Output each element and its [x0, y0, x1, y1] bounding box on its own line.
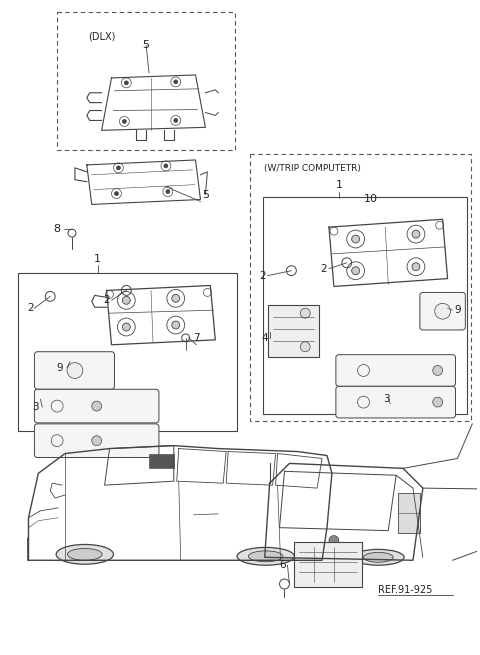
Circle shape [352, 267, 360, 274]
Circle shape [300, 309, 310, 318]
Circle shape [164, 164, 168, 168]
Bar [263, 196, 468, 414]
Bar [57, 12, 235, 150]
Text: 10: 10 [363, 195, 377, 204]
Text: REF.91-925: REF.91-925 [378, 585, 433, 595]
Text: 2: 2 [321, 264, 327, 274]
Circle shape [122, 296, 130, 305]
FancyBboxPatch shape [35, 352, 114, 389]
Text: 3: 3 [383, 394, 390, 404]
FancyBboxPatch shape [420, 292, 466, 330]
Circle shape [352, 235, 360, 243]
Circle shape [329, 536, 339, 546]
Circle shape [122, 119, 126, 123]
Circle shape [67, 363, 83, 379]
Ellipse shape [353, 550, 404, 565]
Text: 1: 1 [94, 253, 101, 264]
Bar [18, 272, 237, 431]
Text: 2: 2 [27, 303, 34, 313]
Text: (DLX): (DLX) [88, 31, 115, 41]
Circle shape [166, 189, 170, 194]
Bar [250, 154, 471, 421]
Text: 9: 9 [57, 362, 63, 373]
Circle shape [92, 436, 102, 445]
Ellipse shape [56, 544, 113, 564]
Bar [149, 453, 174, 468]
Text: 3: 3 [32, 402, 39, 412]
Ellipse shape [363, 552, 393, 562]
Text: 5: 5 [202, 189, 209, 200]
Text: 6: 6 [279, 560, 286, 571]
FancyBboxPatch shape [336, 386, 456, 418]
FancyBboxPatch shape [35, 389, 159, 423]
Text: 9: 9 [454, 305, 461, 315]
Circle shape [174, 80, 178, 84]
Circle shape [433, 397, 443, 407]
Text: (W/TRIP COMPUTETR): (W/TRIP COMPUTETR) [264, 164, 360, 173]
Circle shape [124, 81, 128, 85]
Circle shape [174, 119, 178, 122]
Circle shape [117, 166, 120, 170]
Bar [398, 493, 420, 533]
Circle shape [172, 321, 180, 329]
Text: 5: 5 [143, 41, 150, 50]
Ellipse shape [68, 548, 102, 560]
Bar [268, 305, 319, 357]
Circle shape [412, 230, 420, 238]
Circle shape [433, 365, 443, 375]
Circle shape [435, 303, 451, 319]
Circle shape [412, 263, 420, 271]
Bar [294, 542, 361, 587]
Ellipse shape [237, 548, 294, 565]
Ellipse shape [249, 551, 283, 562]
FancyBboxPatch shape [336, 354, 456, 386]
Circle shape [92, 401, 102, 411]
Text: 2: 2 [103, 295, 110, 305]
Text: 4: 4 [262, 333, 268, 343]
Circle shape [114, 192, 119, 196]
Text: 1: 1 [336, 179, 342, 190]
Text: 7: 7 [193, 333, 200, 343]
Text: 8: 8 [54, 224, 60, 234]
Text: 2: 2 [259, 271, 266, 280]
FancyBboxPatch shape [35, 424, 159, 457]
Circle shape [122, 323, 130, 331]
Circle shape [172, 294, 180, 303]
Circle shape [300, 342, 310, 352]
